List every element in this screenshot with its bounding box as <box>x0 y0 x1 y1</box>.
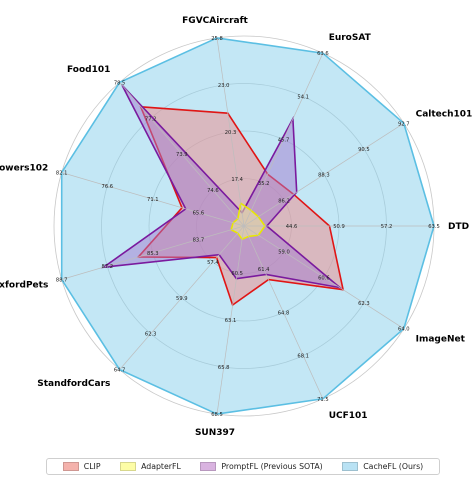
tick-label: 57.2 <box>381 224 393 230</box>
tick-label: 64.8 <box>278 310 290 316</box>
tick-label: 50.9 <box>333 224 345 230</box>
spoke-2 <box>243 53 324 227</box>
spoke-7 <box>119 225 245 370</box>
legend-label: PromptFL (Previous SOTA) <box>221 462 323 471</box>
tick-label: 76.6 <box>102 184 114 190</box>
spoke-6 <box>61 225 245 280</box>
tick-label: 83.7 <box>193 237 205 243</box>
legend-label: CacheFL (Ours) <box>363 462 424 471</box>
legend-item-clip: CLIP <box>62 462 101 471</box>
legend-item-promptfl: PromptFL (Previous SOTA) <box>200 462 323 471</box>
axis-labels: DTD Caltech101 EuroSAT FGVCAircraft Food101 F… <box>0 16 472 438</box>
tick-label: 62.3 <box>145 332 157 338</box>
tick-label: 60.5 <box>231 271 243 277</box>
tick-label: 90.5 <box>358 147 370 153</box>
tick-label: 54.1 <box>297 94 309 100</box>
spoke-8 <box>216 225 245 415</box>
spoke-9 <box>243 225 324 399</box>
tick-label: 63.6 <box>317 51 329 57</box>
tick-label: 87.2 <box>102 264 114 270</box>
spoke-4 <box>119 82 245 227</box>
tick-label: 61.4 <box>258 267 270 273</box>
legend-swatch-clip <box>62 462 79 471</box>
axis-label-standfordcars: StandfordCars <box>37 379 110 389</box>
radar-spokes <box>61 37 434 415</box>
tick-label: 45.7 <box>278 138 290 144</box>
tick-labels: 50.9 57.2 63.5 88.3 90.5 92.7 45.7 54.1 63.6 20.3… <box>56 36 440 418</box>
tick-label: 44.6 <box>286 224 298 230</box>
axis-label-oxfordpets: OxfordPets <box>0 281 48 291</box>
tick-label: 74.6 <box>207 188 219 194</box>
tick-label: 63.5 <box>428 224 440 230</box>
tick-label: 71.1 <box>147 197 159 203</box>
legend-item-cachefl: CacheFL (Ours) <box>342 462 423 471</box>
spoke-1 <box>243 123 404 227</box>
tick-label: 77.2 <box>145 116 157 122</box>
axis-label-eurosat: EuroSAT <box>329 33 372 43</box>
legend-label: CLIP <box>83 462 101 471</box>
axis-label-food101: Food101 <box>67 65 110 75</box>
tick-label: 64.7 <box>114 368 126 374</box>
spoke-3 <box>216 37 245 227</box>
axis-label-ucf101: UCF101 <box>329 411 368 421</box>
tick-label: 59.9 <box>176 296 188 302</box>
legend-item-adapterfl: AdapterFL <box>120 462 181 471</box>
tick-label: 68.5 <box>211 412 223 418</box>
spoke-5 <box>61 172 245 227</box>
axis-label-fgvcaircraft: FGVCAircraft <box>182 16 248 26</box>
legend-label: AdapterFL <box>141 462 181 471</box>
tick-label: 88.7 <box>56 278 68 284</box>
legend: CLIP AdapterFL PromptFL (Previous SOTA) … <box>46 458 440 475</box>
axis-label-imagenet: ImageNet <box>416 335 466 345</box>
legend-swatch-cachefl <box>342 462 359 471</box>
axis-label-caltech101: Caltech101 <box>416 110 473 120</box>
tick-label: 68.1 <box>297 354 309 360</box>
tick-label: 20.3 <box>225 130 237 136</box>
axis-label-dtd: DTD <box>448 222 469 232</box>
tick-label: 23.0 <box>218 83 230 89</box>
tick-label: 63.1 <box>225 318 237 324</box>
tick-label: 65.8 <box>218 365 230 371</box>
legend-swatch-promptfl <box>200 462 217 471</box>
axis-label-flowers102: Flowers102 <box>0 163 48 173</box>
tick-label: 35.2 <box>258 181 270 187</box>
tick-label: 59.0 <box>278 250 290 256</box>
tick-label: 25.8 <box>211 36 223 42</box>
series-adapterfl <box>230 202 266 241</box>
tick-label: 64.0 <box>398 327 410 333</box>
tick-label: 17.4 <box>231 177 243 183</box>
tick-label: 78.5 <box>114 80 126 86</box>
legend-swatch-adapterfl <box>120 462 137 471</box>
tick-label: 73.9 <box>176 152 188 158</box>
tick-label: 86.2 <box>278 198 290 204</box>
tick-label: 65.6 <box>193 211 205 217</box>
tick-label: 62.3 <box>358 301 370 307</box>
tick-label: 60.6 <box>318 275 330 281</box>
tick-label: 92.7 <box>398 121 410 127</box>
radar-chart: 50.9 57.2 63.5 88.3 90.5 92.7 45.7 54.1 63.6 20.3… <box>0 16 472 438</box>
axis-label-sun397: SUN397 <box>195 428 235 438</box>
spoke-10 <box>243 225 404 329</box>
tick-label: 85.3 <box>147 251 159 257</box>
tick-label: 71.5 <box>317 397 329 403</box>
tick-label: 88.3 <box>318 173 330 179</box>
tick-label: 82.1 <box>56 171 68 177</box>
series-promptfl-previous-sota <box>100 84 343 289</box>
tick-label: 57.4 <box>207 260 219 266</box>
